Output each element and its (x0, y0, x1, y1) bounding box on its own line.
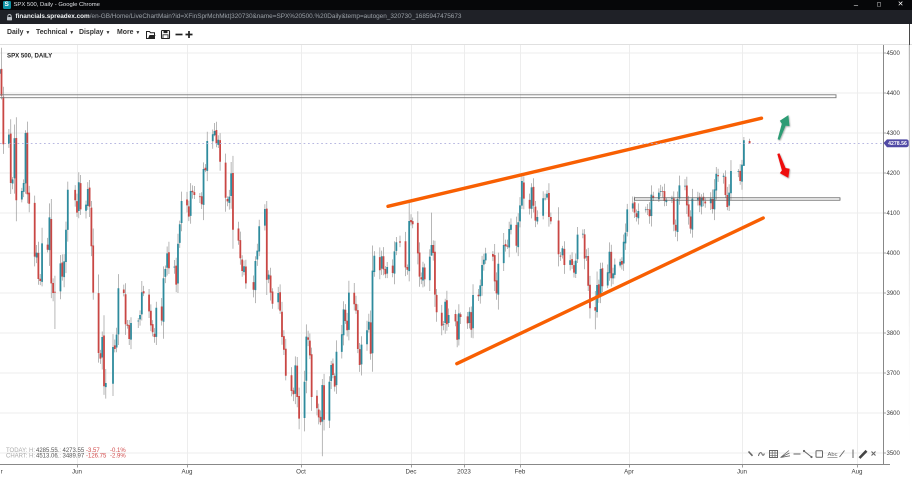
svg-text:4000: 4000 (887, 251, 901, 257)
svg-text:3800: 3800 (887, 331, 901, 337)
svg-text:3700: 3700 (887, 371, 901, 377)
svg-text:Aug: Aug (181, 469, 193, 476)
svg-text:4300: 4300 (887, 131, 901, 137)
svg-text:Jun: Jun (737, 469, 748, 476)
svg-text:4513.06: 4513.06 (36, 454, 58, 460)
svg-text:Feb: Feb (515, 469, 526, 476)
svg-text:Aug: Aug (851, 469, 863, 476)
svg-text:4273.55: 4273.55 (63, 448, 85, 454)
svg-text:4285.55: 4285.55 (36, 448, 58, 454)
svg-text:3600: 3600 (887, 411, 901, 417)
svg-text:4500: 4500 (887, 51, 901, 57)
svg-text:SPX 500, DAILY: SPX 500, DAILY (7, 52, 52, 59)
svg-text:L:: L: (56, 454, 61, 460)
svg-text:2023: 2023 (457, 469, 471, 476)
svg-text:Jun: Jun (72, 469, 83, 476)
svg-text:3900: 3900 (887, 291, 901, 297)
svg-text:4400: 4400 (887, 91, 901, 97)
svg-text:-126.75: -126.75 (86, 454, 107, 460)
svg-text:L:: L: (56, 448, 61, 454)
svg-text:-3.57: -3.57 (86, 448, 100, 454)
svg-text:3489.97: 3489.97 (63, 454, 85, 460)
svg-text:Dec: Dec (405, 469, 416, 476)
svg-text:TODAY:: TODAY: (6, 448, 28, 454)
svg-text:-2.9%: -2.9% (110, 454, 126, 460)
svg-text:4278.56: 4278.56 (888, 141, 907, 147)
svg-text:Abc: Abc (828, 452, 838, 458)
svg-text:CHART:: CHART: (6, 454, 28, 460)
svg-text:4200: 4200 (887, 171, 901, 177)
svg-text:H:: H: (29, 454, 35, 460)
svg-text:-0.1%: -0.1% (110, 448, 126, 454)
svg-text:r: r (1, 469, 3, 476)
svg-text:Oct: Oct (296, 469, 306, 476)
svg-text:3500: 3500 (887, 451, 901, 457)
svg-text:4100: 4100 (887, 211, 901, 217)
svg-text:Apr: Apr (624, 469, 634, 476)
svg-text:H:: H: (29, 448, 35, 454)
